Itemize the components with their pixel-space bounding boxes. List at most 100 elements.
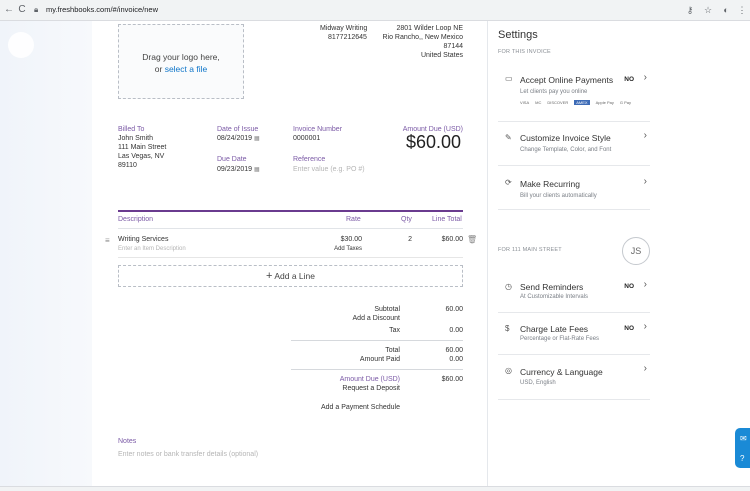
calendar-icon[interactable]: ▦ — [254, 167, 260, 173]
chevron-right-icon: › — [643, 72, 647, 83]
client-city: Las Vegas, NV — [118, 153, 165, 160]
recurring-title: Make Recurring — [520, 179, 580, 189]
section-heading-client: FOR 111 MAIN STREET — [498, 247, 562, 253]
reminders-setting[interactable]: ◷ Send Reminders NO › At Customizable In… — [498, 271, 650, 313]
due-date-value: 09/23/2019 — [217, 166, 253, 173]
add-taxes-link[interactable]: Add Taxes — [334, 246, 362, 252]
star-icon[interactable]: ☆ — [703, 5, 713, 15]
totals-divider — [291, 340, 463, 341]
globe-icon: ◎ — [505, 366, 512, 375]
company-phone[interactable]: 8177212645 — [328, 34, 367, 41]
credit-card-icon: ▭ — [505, 74, 513, 83]
visa-logo: VISA — [520, 100, 530, 105]
reference-input[interactable]: Enter value (e.g. PO #) — [293, 166, 365, 173]
google-pay-logo: G Pay — [619, 100, 631, 105]
logo-upload-prefix: or — [154, 64, 165, 74]
online-payments-title: Accept Online Payments — [520, 75, 614, 85]
logo-upload-zone[interactable]: Drag your logo here, or select a file — [118, 24, 244, 99]
paint-brush-icon: ✎ — [505, 133, 512, 142]
invoice-style-subtitle: Change Template, Color, and Font — [520, 147, 612, 153]
recurring-setting[interactable]: ⟳ Make Recurring › Bill your clients aut… — [498, 166, 650, 210]
chevron-right-icon: › — [643, 321, 647, 332]
item-rate[interactable]: $30.00 — [340, 236, 362, 243]
amex-logo: AMEX — [574, 100, 590, 105]
amount-due-label: Amount Due (USD) — [402, 126, 463, 133]
rate-header: Rate — [346, 216, 361, 223]
client-name[interactable]: John Smith — [118, 135, 154, 142]
repeat-icon: ⟳ — [505, 178, 512, 187]
amount-due-total-value: $60.00 — [441, 376, 463, 383]
reload-icon[interactable]: C — [18, 4, 26, 15]
date-of-issue-value: 08/24/2019 — [217, 135, 253, 142]
app-sidebar — [0, 21, 92, 491]
company-address1[interactable]: 2801 Wilder Loop NE — [396, 25, 463, 32]
status-badge: NO — [624, 325, 634, 332]
trash-icon[interactable]: 🗑︎ — [467, 235, 478, 244]
app-logo-icon — [8, 32, 34, 58]
key-icon[interactable]: ⚷ — [686, 5, 694, 15]
client-street: 111 Main Street — [118, 144, 167, 151]
calendar-icon[interactable]: ▦ — [254, 136, 260, 142]
invoice-number-field[interactable]: 0000001 — [293, 135, 321, 142]
notes-input[interactable]: Enter notes or bank transfer details (op… — [118, 451, 259, 458]
date-of-issue-field[interactable]: 08/24/2019 ▦ — [217, 135, 260, 144]
tax-value: 0.00 — [449, 327, 463, 334]
add-payment-schedule-link[interactable]: Add a Payment Schedule — [321, 404, 400, 411]
add-discount-link[interactable]: Add a Discount — [352, 315, 400, 322]
company-country[interactable]: United States — [420, 52, 463, 59]
company-zip[interactable]: 87144 — [443, 43, 463, 50]
subtotal-label: Subtotal — [374, 306, 400, 313]
notes-label: Notes — [118, 438, 137, 445]
add-line-button[interactable]: + Add a Line — [118, 265, 463, 287]
back-arrow-icon[interactable]: ← — [4, 4, 14, 15]
company-address2[interactable]: Rio Rancho,, New Mexico — [382, 34, 463, 41]
qty-header: Qty — [401, 216, 412, 223]
description-header: Description — [118, 216, 154, 223]
settings-panel — [488, 21, 750, 486]
row-divider — [118, 257, 463, 258]
online-payments-setting[interactable]: ▭ Accept Online Payments NO › Let client… — [498, 66, 650, 122]
extension-icon[interactable]: ◐ — [723, 5, 729, 15]
invoice-style-setting[interactable]: ✎ Customize Invoice Style › Change Templ… — [498, 122, 650, 166]
mastercard-logo: MC — [535, 100, 542, 105]
drag-handle-icon[interactable]: ≡ — [105, 236, 110, 245]
address-bar[interactable]: my.freshbooks.com/#/invoice/new — [46, 5, 158, 14]
total-value: 60.00 — [445, 347, 463, 354]
due-date-field[interactable]: 09/23/2019 ▦ — [217, 166, 260, 175]
currency-title: Currency & Language — [520, 367, 603, 377]
amount-due-total-label: Amount Due (USD) — [339, 376, 400, 383]
select-file-link[interactable]: select a file — [164, 64, 208, 74]
browser-toolbar: ← C 🔒︎ my.freshbooks.com/#/invoice/new ⚷… — [0, 0, 750, 21]
table-divider — [118, 210, 463, 212]
item-description[interactable]: Writing Services — [118, 236, 169, 243]
date-of-issue-label: Date of Issue — [217, 126, 259, 133]
total-label: Total — [385, 347, 400, 354]
request-deposit-link[interactable]: Request a Deposit — [342, 385, 400, 392]
status-badge: NO — [624, 76, 634, 83]
chat-icon: ✉ — [740, 434, 747, 443]
currency-subtitle: USD, English — [520, 380, 556, 386]
line-total-header: Line Total — [432, 216, 462, 223]
amount-due-value: $60.00 — [406, 132, 462, 152]
client-zip: 89110 — [118, 162, 137, 169]
clock-icon: ◷ — [505, 282, 512, 291]
company-name[interactable]: Midway Writing — [320, 25, 368, 32]
apple-pay-logo: Apple Pay — [595, 100, 614, 105]
invoice-style-title: Customize Invoice Style — [520, 133, 611, 143]
currency-setting[interactable]: ◎ Currency & Language › USD, English — [498, 355, 650, 400]
billed-to-label: Billed To — [118, 126, 145, 133]
late-fees-setting[interactable]: $ Charge Late Fees NO › Percentage or Fl… — [498, 313, 650, 355]
menu-dots-icon[interactable]: ⋮ — [737, 5, 747, 15]
amount-paid-label: Amount Paid — [359, 356, 400, 363]
totals-divider — [291, 369, 463, 370]
online-payments-subtitle: Let clients pay you online — [520, 89, 588, 95]
item-description-input[interactable]: Enter an Item Description — [118, 246, 186, 252]
plus-icon: + — [266, 270, 273, 282]
item-qty[interactable]: 2 — [408, 236, 412, 243]
late-fees-subtitle: Percentage or Flat-Rate Fees — [520, 336, 600, 342]
chevron-right-icon: › — [643, 130, 647, 141]
client-avatar: JS — [622, 237, 650, 265]
help-chat-button[interactable]: ✉ ? — [735, 428, 750, 468]
tax-label: Tax — [389, 327, 400, 334]
status-badge: NO — [624, 283, 634, 290]
